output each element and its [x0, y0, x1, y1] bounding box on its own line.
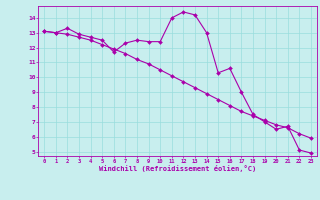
X-axis label: Windchill (Refroidissement éolien,°C): Windchill (Refroidissement éolien,°C): [99, 165, 256, 172]
